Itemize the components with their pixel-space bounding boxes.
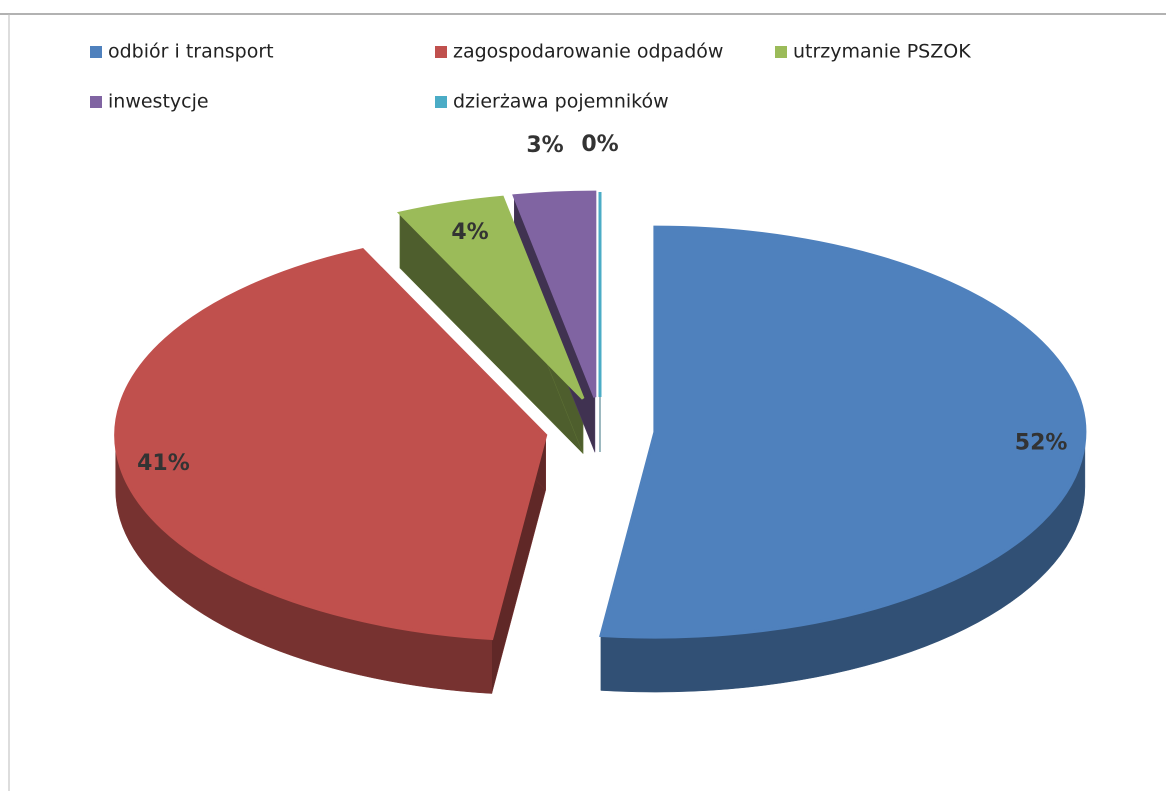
- legend-label: zagospodarowanie odpadów: [453, 41, 723, 63]
- legend-swatch: [435, 46, 447, 58]
- pie-slice: [396, 195, 585, 400]
- value-label: 41%: [137, 451, 190, 476]
- legend-swatch: [90, 46, 102, 58]
- legend-swatch: [90, 96, 102, 108]
- pie-slice: [512, 190, 597, 398]
- legend-swatch: [435, 96, 447, 108]
- value-label: 52%: [1015, 431, 1068, 456]
- pie-slice: [599, 225, 1087, 639]
- value-label: 4%: [451, 220, 488, 245]
- value-label: 0%: [581, 132, 618, 157]
- pie-slice: [114, 248, 548, 641]
- legend-label: utrzymanie PSZOK: [793, 41, 971, 63]
- legend-label: odbiór i transport: [108, 41, 274, 63]
- legend-label: inwestycje: [108, 91, 209, 113]
- legend-label: dzierżawa pojemników: [453, 91, 669, 113]
- legend-swatch: [775, 46, 787, 58]
- slice-tops: [114, 190, 1087, 641]
- value-label: 3%: [526, 133, 563, 158]
